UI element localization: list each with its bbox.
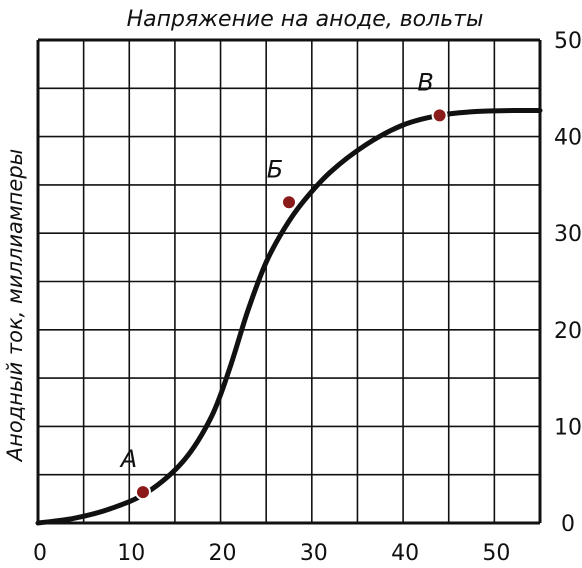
y-tick-label: 50 — [554, 29, 582, 54]
x-tick-label: 0 — [33, 541, 47, 566]
annotation-layer: А Б В — [119, 68, 448, 501]
point-label: Б — [267, 155, 283, 183]
y-axis-label: Анодный ток, миллиамперы — [3, 149, 27, 463]
point-marker — [281, 194, 297, 211]
y-tick-label: 40 — [554, 126, 582, 151]
y-tick-label: 0 — [561, 512, 575, 537]
y-tick-label: 30 — [554, 222, 582, 247]
x-tick-label: 50 — [482, 541, 510, 566]
chart-title: Напряжение на аноде, вольты — [127, 7, 484, 32]
x-tick-label: 30 — [300, 541, 328, 566]
grid — [36, 38, 542, 525]
tick-labels: 0 10 20 30 40 50 0 10 20 30 40 50 — [33, 29, 582, 566]
series-line — [35, 107, 543, 526]
point-marker — [134, 484, 151, 501]
point-marker — [431, 107, 448, 124]
y-tick-label: 10 — [554, 415, 582, 440]
x-tick-label: 40 — [391, 541, 419, 566]
y-tick-label: 20 — [554, 319, 582, 344]
x-tick-label: 10 — [117, 541, 145, 566]
point-label: А — [119, 445, 137, 473]
point-label: В — [417, 68, 433, 96]
x-tick-label: 20 — [209, 541, 237, 566]
series-layer — [35, 107, 543, 526]
